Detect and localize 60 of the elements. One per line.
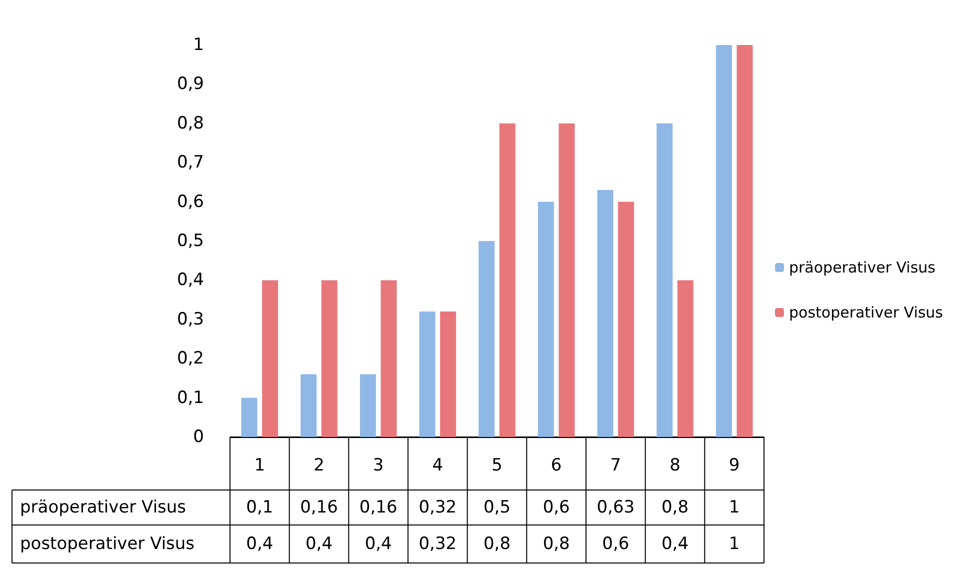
x-tick-label: 4 — [432, 456, 444, 476]
bar — [380, 280, 397, 437]
bar — [538, 202, 554, 437]
data-label: 0,16 — [300, 498, 338, 518]
y-tick-label: 1 — [193, 35, 204, 55]
x-tick-label: 5 — [492, 456, 502, 476]
data-label: 0,16 — [359, 498, 398, 518]
bar — [440, 312, 456, 437]
data-label: 0,5 — [483, 498, 511, 518]
bar — [419, 312, 436, 437]
y-tick-label: 0,4 — [176, 270, 204, 290]
data-label: 1 — [728, 534, 740, 554]
data-label: 1 — [728, 498, 740, 518]
x-tick-label: 7 — [610, 456, 622, 476]
bar — [241, 398, 258, 437]
data-label: 0,8 — [483, 534, 511, 554]
bar — [300, 374, 317, 437]
bar — [736, 45, 753, 437]
data-label: 0,6 — [602, 534, 630, 554]
x-tick-label: 2 — [314, 456, 324, 476]
bar — [262, 280, 278, 437]
text: postoperativer Visus — [20, 534, 195, 554]
x-tick-label: 3 — [372, 456, 384, 476]
x-tick-label: 6 — [550, 456, 562, 476]
data-label: 0,8 — [661, 498, 689, 518]
x-tick-label: 1 — [254, 456, 266, 476]
bar — [656, 123, 673, 437]
bar — [321, 280, 338, 437]
text: präoperativer Visus — [20, 498, 186, 518]
data-label: 0,32 — [418, 498, 457, 518]
data-label: 0,63 — [596, 498, 635, 518]
y-tick-label: 0,9 — [176, 74, 204, 94]
y-tick-label: 0,1 — [176, 388, 204, 408]
bar — [499, 123, 516, 437]
y-tick-label: 0 — [193, 427, 204, 447]
data-label: 0,4 — [661, 534, 689, 554]
y-tick-label: 0,7 — [176, 152, 204, 173]
data-label: 0,4 — [305, 534, 333, 554]
bar — [558, 123, 575, 437]
y-tick-label: 0,2 — [176, 348, 204, 369]
data-label: 0,4 — [246, 534, 274, 554]
y-tick-label: 0,3 — [176, 309, 204, 330]
data-label: 0,6 — [542, 498, 570, 518]
data-label: 0,32 — [418, 534, 457, 554]
x-tick-label: 9 — [728, 456, 740, 476]
bar — [478, 241, 495, 437]
x-tick-label: 8 — [670, 456, 680, 476]
y-tick-label: 0,6 — [176, 192, 204, 212]
data-label: 0,8 — [542, 534, 570, 554]
bar — [618, 202, 634, 437]
y-tick-label: 0,8 — [176, 113, 204, 134]
data-label: 0,1 — [246, 498, 274, 518]
legend-label: präoperativer Visus — [788, 258, 936, 276]
bar — [716, 45, 732, 437]
legend-label: postoperativer Visus — [788, 304, 944, 322]
bar — [677, 280, 694, 437]
y-tick-label: 0,5 — [176, 231, 204, 251]
bar — [597, 190, 614, 437]
data-label: 0,4 — [364, 534, 392, 554]
bar — [360, 374, 376, 437]
